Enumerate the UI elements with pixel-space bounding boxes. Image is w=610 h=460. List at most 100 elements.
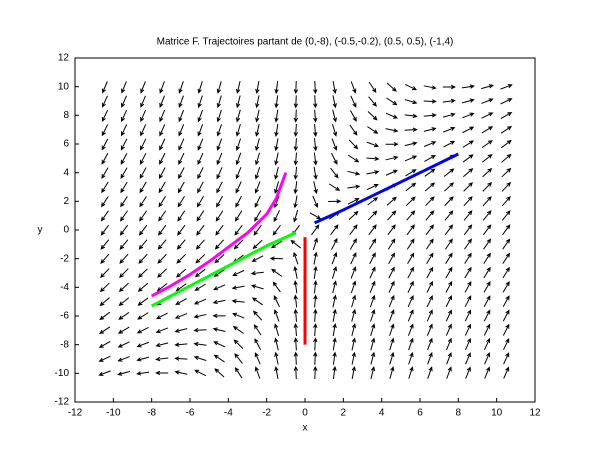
field-arrow [101, 181, 109, 194]
field-arrow [136, 341, 149, 348]
field-arrow [193, 328, 207, 333]
field-arrow [293, 152, 298, 166]
field-arrow [293, 280, 298, 294]
field-arrow [444, 224, 454, 236]
field-arrow [158, 181, 166, 194]
field-arrow [404, 113, 418, 119]
field-arrow [483, 309, 491, 322]
field-arrow [386, 82, 397, 92]
field-arrow [159, 152, 166, 165]
field-arrow [347, 170, 361, 176]
field-arrow [502, 266, 510, 279]
field-arrow [293, 80, 299, 95]
field-arrow [369, 252, 376, 265]
field-arrow [349, 110, 357, 122]
field-arrow [274, 365, 279, 379]
field-arrow [424, 182, 436, 192]
field-arrow [158, 167, 166, 180]
field-arrow [408, 351, 414, 365]
field-arrow [444, 182, 455, 192]
field-arrow [120, 181, 128, 194]
field-arrow [254, 338, 262, 350]
field-arrow [426, 266, 434, 279]
field-arrow [484, 337, 491, 351]
field-arrow [385, 169, 399, 176]
field-arrow [274, 166, 279, 180]
field-arrow [193, 313, 207, 319]
field-arrow [232, 269, 245, 276]
y-tick-label: 0 [63, 225, 69, 236]
field-arrow [235, 181, 242, 194]
field-arrow [216, 124, 223, 137]
field-arrow [502, 252, 511, 264]
field-arrow [427, 337, 433, 351]
field-arrow [388, 280, 395, 293]
field-arrow [482, 167, 493, 178]
field-arrow [139, 196, 147, 208]
field-arrow [465, 366, 471, 379]
field-arrow [313, 294, 318, 308]
field-arrow [177, 181, 185, 194]
field-arrow [407, 266, 414, 279]
field-arrow [290, 239, 302, 249]
field-arrow [293, 365, 299, 380]
field-arrow [159, 124, 166, 137]
field-arrow [98, 355, 111, 362]
field-arrow [503, 352, 510, 365]
field-arrow [159, 109, 166, 123]
field-arrow [196, 210, 205, 222]
field-arrow [174, 328, 188, 333]
field-arrow [348, 139, 359, 150]
field-arrow [484, 366, 491, 379]
field-arrow [501, 153, 512, 163]
field-arrow [120, 167, 128, 180]
field-arrow [404, 83, 418, 91]
field-arrow [367, 210, 378, 221]
field-arrow [254, 366, 261, 379]
field-arrow [194, 268, 206, 278]
field-arrow [293, 195, 298, 209]
field-arrow [462, 140, 474, 148]
field-arrow [234, 210, 243, 222]
field-arrow [331, 138, 338, 151]
y-axis-label: y [38, 225, 43, 236]
field-arrow [117, 356, 130, 362]
field-arrow [195, 239, 205, 250]
field-arrow [404, 99, 418, 105]
field-arrow [465, 337, 471, 351]
field-arrow [273, 295, 280, 308]
field-arrow [423, 113, 437, 118]
field-arrow [231, 285, 245, 290]
field-arrow [155, 312, 168, 320]
field-arrow [215, 224, 224, 236]
field-arrow [139, 167, 147, 180]
field-arrow [482, 154, 493, 163]
field-arrow [464, 295, 472, 308]
field-arrow [426, 309, 433, 322]
field-arrow [331, 251, 338, 265]
field-arrow [117, 326, 130, 334]
field-arrow [119, 268, 129, 278]
field-arrow [272, 281, 281, 293]
field-arrow [216, 167, 223, 180]
field-arrow [423, 141, 437, 147]
field-arrow [177, 196, 185, 208]
field-arrow [293, 294, 298, 308]
field-arrow [445, 280, 453, 293]
field-arrow [137, 297, 149, 306]
field-arrow [464, 252, 472, 264]
field-arrow [464, 266, 472, 279]
field-arrow [235, 95, 241, 109]
field-arrow [385, 112, 399, 119]
field-arrow [350, 95, 357, 108]
field-arrow [464, 309, 472, 322]
field-arrow [461, 84, 475, 89]
field-arrow [155, 356, 169, 362]
field-arrow [350, 252, 357, 265]
trajectory [150, 231, 297, 308]
field-arrow [157, 253, 167, 264]
field-arrow [293, 166, 298, 180]
field-arrow [98, 370, 111, 376]
field-arrow [405, 182, 417, 192]
field-arrow [406, 238, 415, 250]
